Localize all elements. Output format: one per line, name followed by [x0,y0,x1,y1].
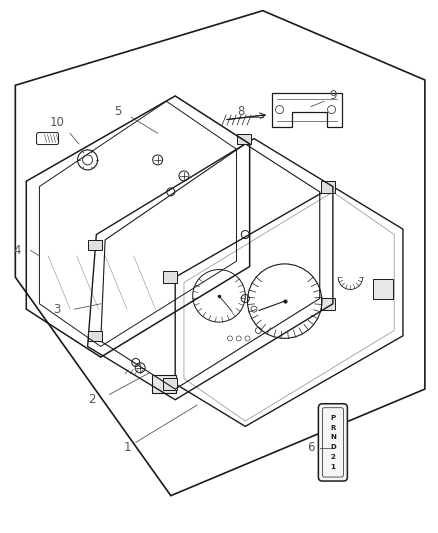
Text: 9: 9 [329,90,337,102]
Bar [321,298,335,310]
Text: 1: 1 [330,464,336,470]
Text: N: N [330,434,336,440]
Text: 5: 5 [115,106,122,118]
Bar [163,378,177,390]
Text: 2: 2 [88,393,96,406]
Text: 8: 8 [237,106,244,118]
Bar [88,331,102,341]
Text: 3: 3 [53,303,60,316]
Bar [237,134,251,143]
Text: 4: 4 [14,244,21,257]
Text: 2: 2 [331,454,335,460]
FancyBboxPatch shape [152,375,176,393]
Bar [163,271,177,283]
FancyBboxPatch shape [318,403,347,481]
Bar [88,240,102,250]
Text: 6: 6 [307,441,315,454]
Text: D: D [330,445,336,450]
Bar [321,181,335,192]
Text: 10: 10 [49,116,64,129]
Text: 1: 1 [123,441,131,454]
Text: P: P [330,415,336,421]
FancyBboxPatch shape [374,279,393,300]
Text: R: R [330,425,336,431]
